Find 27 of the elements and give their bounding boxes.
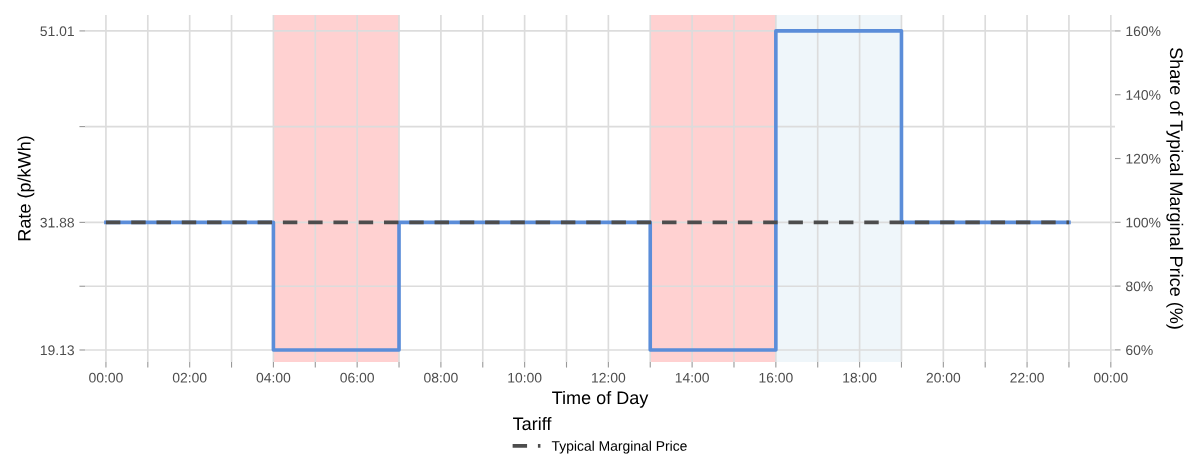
x-tick-label: 06:00 xyxy=(340,372,374,383)
x-tick-label: 18:00 xyxy=(843,372,877,383)
x-tick-label: 20:00 xyxy=(926,372,961,383)
y2-tick-label: 120% xyxy=(1126,153,1161,164)
y-tick-label: 19.13 xyxy=(40,345,74,356)
y2-axis-title: Share of Typical Marginal Price (%) xyxy=(1166,48,1184,329)
legend-title: Tariff xyxy=(513,416,552,431)
x-tick-label: 08:00 xyxy=(424,372,458,383)
y2-tick-label: 140% xyxy=(1126,90,1161,100)
legend-label: Typical Marginal Price xyxy=(551,440,687,454)
x-tick-label: 10:00 xyxy=(508,372,542,383)
x-tick-label: 14:00 xyxy=(675,372,709,383)
y2-tick-label: 60% xyxy=(1126,345,1153,356)
y-tick-label: 51.01 xyxy=(40,26,74,37)
y2-tick-label: 100% xyxy=(1126,217,1161,228)
x-tick-label: 00:00 xyxy=(89,372,123,383)
x-axis-title: Time of Day xyxy=(552,390,649,408)
x-tick-label: 22:00 xyxy=(1010,372,1044,383)
x-tick-label: 00:00 xyxy=(1093,372,1128,383)
y2-tick-label: 80% xyxy=(1126,281,1153,292)
y-tick-label: 31.88 xyxy=(40,217,74,228)
y-axis-title: Rate (p/kWh) xyxy=(17,136,35,241)
y2-tick-label: 160% xyxy=(1126,26,1161,37)
x-tick-label: 16:00 xyxy=(759,372,793,383)
x-tick-label: 02:00 xyxy=(172,372,207,383)
x-tick-label: 04:00 xyxy=(256,372,291,383)
x-tick-label: 12:00 xyxy=(592,372,626,383)
